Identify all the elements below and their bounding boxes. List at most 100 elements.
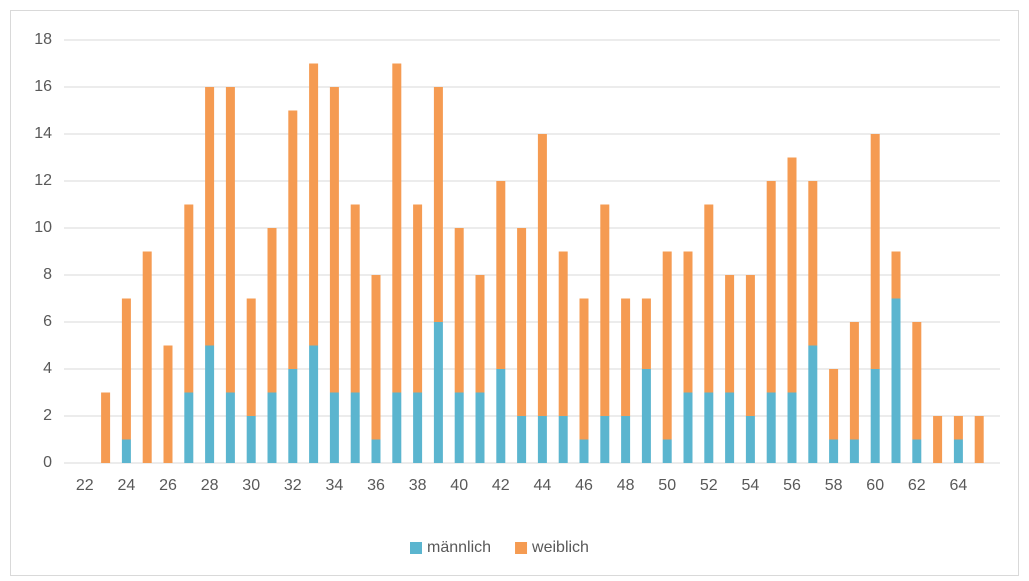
- y-tick-label: 0: [43, 454, 52, 471]
- bar-segment: [288, 110, 298, 369]
- bar-segment: [891, 298, 901, 463]
- y-tick-label: 8: [43, 266, 52, 283]
- bar-segment: [205, 345, 215, 463]
- bar-segment: [745, 275, 755, 416]
- bar-segment: [184, 204, 194, 393]
- x-tick-label: 58: [825, 477, 843, 494]
- bar-segment: [454, 228, 464, 393]
- x-tick-label: 42: [492, 477, 510, 494]
- bar-segment: [953, 416, 963, 440]
- bar-segment: [433, 322, 443, 463]
- bar-segment: [829, 369, 839, 440]
- y-tick-label: 10: [34, 219, 52, 236]
- x-tick-label: 36: [367, 477, 385, 494]
- bar-segment: [953, 439, 963, 463]
- x-tick-label: 62: [908, 477, 926, 494]
- x-tick-label: 56: [783, 477, 801, 494]
- bar-segment: [537, 134, 547, 416]
- bar-segment: [350, 392, 360, 463]
- bar-segment: [662, 439, 672, 463]
- y-tick-label: 4: [43, 360, 52, 377]
- bar-segment: [517, 228, 527, 416]
- x-tick-label: 28: [201, 477, 219, 494]
- y-tick-label: 12: [34, 172, 52, 189]
- bar-segment: [662, 251, 672, 440]
- bar-segment: [808, 345, 818, 463]
- bar-segment: [413, 392, 423, 463]
- bar-segment: [329, 87, 339, 393]
- x-tick-label: 44: [534, 477, 552, 494]
- x-tick-label: 30: [242, 477, 260, 494]
- bar-segment: [163, 345, 173, 463]
- bar-segment: [205, 87, 215, 346]
- bar-segment: [787, 157, 797, 393]
- bar-segment: [808, 181, 818, 346]
- bar-segment: [912, 439, 922, 463]
- bar-segment: [870, 134, 880, 369]
- bar-segment: [475, 275, 485, 393]
- bar-segment: [849, 439, 859, 463]
- bar-segment: [725, 392, 735, 463]
- bar-segment: [309, 63, 319, 346]
- bar-segment: [621, 298, 631, 416]
- bar-segment: [184, 392, 194, 463]
- bar-segment: [870, 369, 880, 463]
- bar-segment: [766, 181, 776, 393]
- bar-segment: [600, 416, 610, 463]
- bar-segment: [496, 181, 506, 369]
- bar-segment: [350, 204, 360, 393]
- bar-segment: [745, 416, 755, 463]
- bar-segment: [829, 439, 839, 463]
- y-tick-label: 2: [43, 407, 52, 424]
- bar-segment: [392, 392, 402, 463]
- bar-segment: [849, 322, 859, 440]
- x-tick-label: 26: [159, 477, 177, 494]
- x-tick-label: 22: [76, 477, 94, 494]
- bar-segment: [371, 275, 381, 440]
- bar-segment: [225, 87, 235, 393]
- x-tick-label: 38: [409, 477, 427, 494]
- x-tick-label: 40: [450, 477, 468, 494]
- bar-segment: [433, 87, 443, 322]
- bar-segment: [225, 392, 235, 463]
- bar-segment: [704, 392, 714, 463]
- legend-label: männlich: [427, 539, 491, 556]
- bar-segment: [454, 392, 464, 463]
- x-tick-label: 46: [575, 477, 593, 494]
- bar-segment: [121, 439, 131, 463]
- x-tick-label: 24: [118, 477, 136, 494]
- bar-segment: [392, 63, 402, 393]
- legend-swatch: [515, 542, 528, 554]
- bar-segment: [933, 416, 943, 463]
- bar-segment: [121, 298, 131, 440]
- y-tick-label: 14: [34, 125, 52, 142]
- chart-frame: [10, 10, 1019, 576]
- bar-segment: [537, 416, 547, 463]
- x-tick-label: 32: [284, 477, 302, 494]
- bar-segment: [912, 322, 922, 440]
- legend-swatch: [410, 542, 422, 554]
- bar-segment: [246, 298, 256, 416]
- bar-segment: [413, 204, 423, 393]
- x-tick-label: 50: [658, 477, 676, 494]
- bar-segment: [558, 416, 568, 463]
- bar-segment: [787, 392, 797, 463]
- bar-segment: [766, 392, 776, 463]
- y-tick-label: 18: [34, 31, 52, 48]
- bar-segment: [475, 392, 485, 463]
- y-tick-label: 16: [34, 78, 52, 95]
- bar-segment: [974, 416, 984, 463]
- x-tick-label: 60: [866, 477, 884, 494]
- bar-segment: [683, 251, 693, 393]
- bar-segment: [496, 369, 506, 463]
- bar-segment: [558, 251, 568, 416]
- bar-segment: [309, 345, 319, 463]
- bar-segment: [725, 275, 735, 393]
- bar-segment: [267, 392, 277, 463]
- bar-segment: [704, 204, 714, 393]
- bar-segment: [683, 392, 693, 463]
- x-tick-label: 64: [950, 477, 968, 494]
- bar-segment: [329, 392, 339, 463]
- bar-segment: [288, 369, 298, 463]
